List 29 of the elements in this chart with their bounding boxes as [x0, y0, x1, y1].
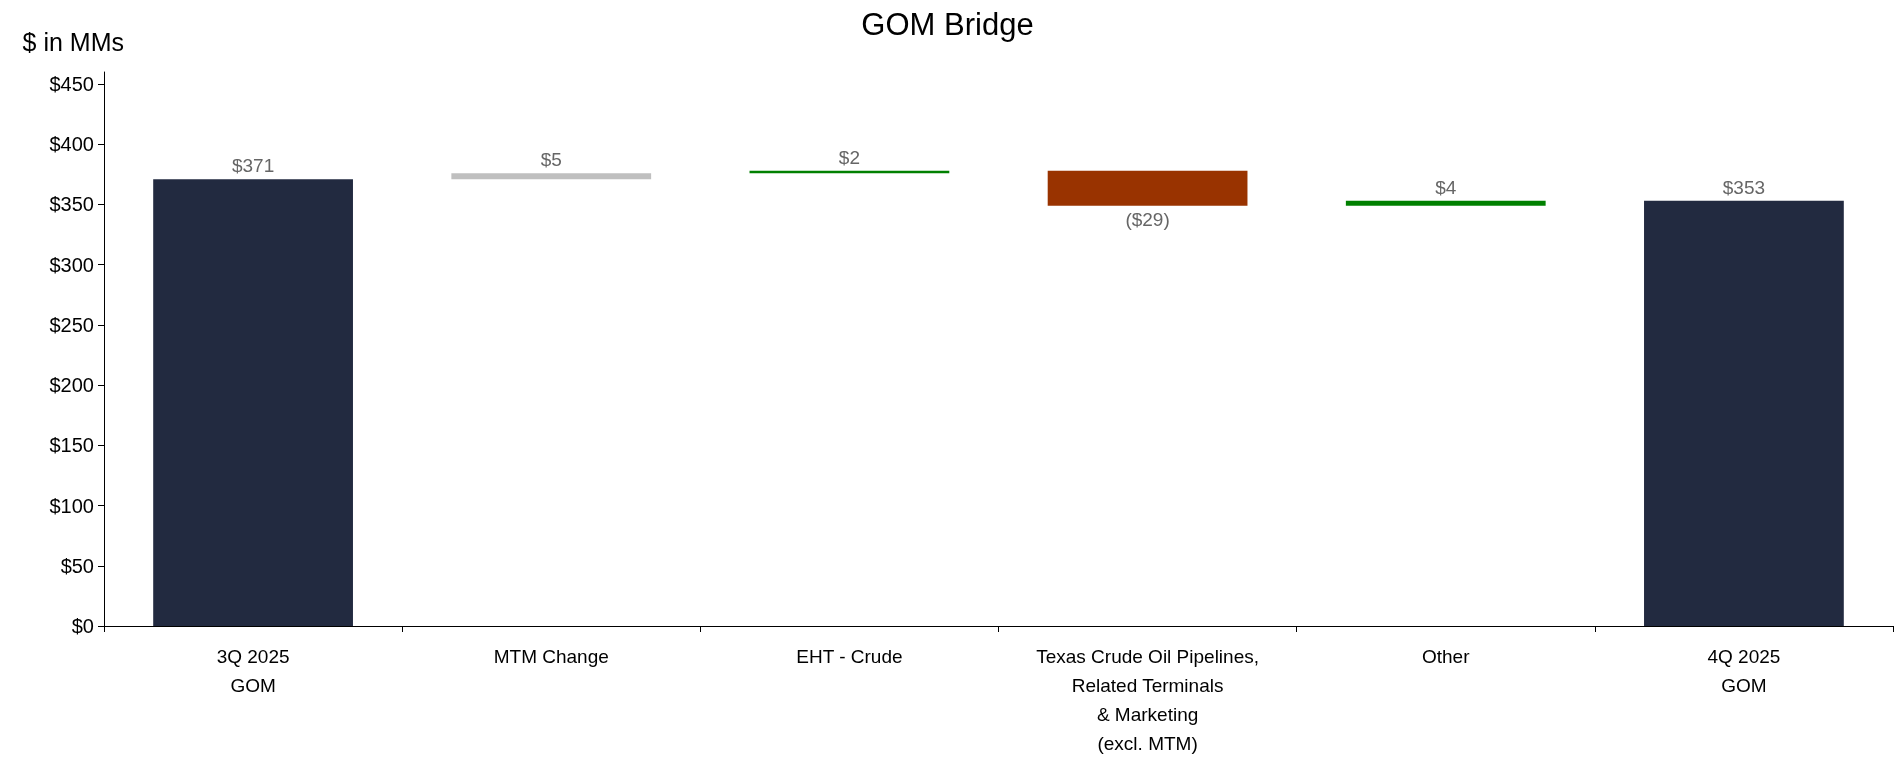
bar	[1047, 170, 1248, 206]
x-tick-label: Texas Crude Oil Pipelines, Related Terminals & Marketing (excl. MTM)	[1036, 646, 1259, 754]
data-label: $2	[838, 146, 860, 168]
bar	[1345, 200, 1546, 206]
x-tick-label: Other	[1421, 646, 1471, 667]
y-tick-label: $450	[49, 73, 94, 96]
bar	[153, 179, 353, 626]
y-tick-label: $200	[49, 374, 94, 397]
data-label: $5	[540, 149, 562, 171]
y-tick-label: $0	[71, 615, 94, 637]
bar	[451, 173, 652, 180]
x-tick-label: EHT - Crude	[796, 646, 903, 667]
y-tick-label: $350	[49, 193, 94, 216]
y-tick-label: $100	[49, 494, 94, 517]
y-axis-title: $ in MMs	[22, 27, 124, 56]
y-tick-label: $300	[49, 253, 94, 276]
data-label: $4	[1435, 176, 1457, 198]
x-tick-label: 3Q 2025 GOM	[216, 646, 290, 696]
bar	[1644, 200, 1844, 626]
y-tick-label: $50	[60, 554, 94, 577]
data-label: ($29)	[1125, 208, 1170, 230]
y-tick-label: $400	[49, 133, 94, 156]
y-tick-label: $250	[49, 313, 94, 336]
y-tick-label: $150	[49, 434, 94, 457]
chart-title: GOM Bridge	[861, 7, 1034, 42]
x-tick-label: 4Q 2025 GOM	[1707, 646, 1781, 696]
data-label: $353	[1722, 176, 1766, 198]
x-tick-label: MTM Change	[493, 646, 609, 667]
data-label: $371	[231, 155, 275, 177]
